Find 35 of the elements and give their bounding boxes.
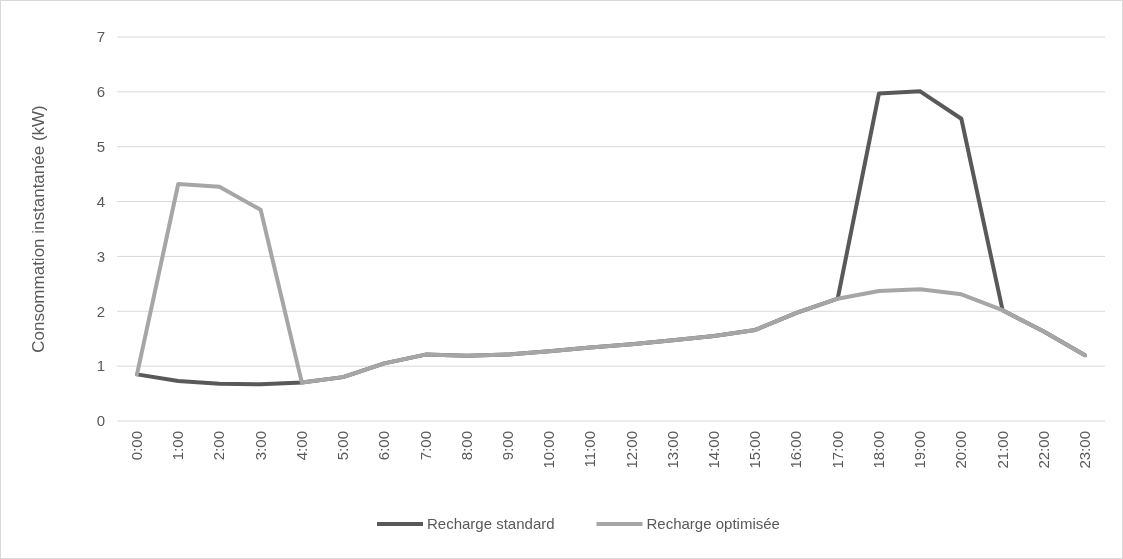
legend-label: Recharge standard: [427, 515, 555, 533]
x-tick-label: 9:00: [498, 431, 516, 461]
y-tick-label: 0: [96, 412, 105, 430]
x-tick-label: 8:00: [457, 431, 475, 461]
x-tick-label: 22:00: [1034, 431, 1052, 469]
x-tick-label: 0:00: [128, 431, 145, 461]
x-tick-label: 6:00: [375, 431, 393, 461]
y-tick-label: 1: [96, 357, 105, 375]
x-tick-label: 2:00: [210, 431, 228, 461]
y-tick-label: 3: [96, 247, 105, 265]
x-tick-label: 19:00: [911, 431, 929, 469]
x-tick-label: 10:00: [540, 431, 558, 469]
x-tick-label: 16:00: [787, 431, 805, 469]
x-tick-label: 15:00: [746, 431, 764, 469]
legend-label: Recharge optimisée: [646, 515, 780, 533]
x-tick-label: 21:00: [993, 431, 1011, 469]
x-tick-label: 18:00: [869, 431, 887, 469]
y-tick-label: 2: [96, 302, 105, 320]
y-axis-title: Consommation instantanée (kW): [29, 105, 48, 353]
x-tick-label: 20:00: [952, 431, 970, 469]
x-tick-label: 23:00: [1076, 431, 1093, 469]
x-tick-label: 1:00: [169, 431, 187, 461]
x-tick-label: 12:00: [622, 431, 640, 469]
x-tick-label: 17:00: [828, 431, 846, 469]
x-tick-label: 7:00: [416, 431, 434, 461]
x-tick-label: 13:00: [663, 431, 681, 469]
x-tick-label: 14:00: [705, 431, 723, 469]
x-tick-label: 3:00: [251, 431, 269, 461]
y-tick-label: 5: [96, 137, 105, 155]
y-tick-label: 7: [96, 28, 105, 46]
y-tick-label: 6: [96, 83, 105, 101]
x-tick-label: 5:00: [334, 431, 352, 461]
y-tick-label: 4: [96, 192, 105, 210]
x-tick-label: 11:00: [581, 431, 599, 468]
x-tick-label: 4:00: [292, 431, 310, 461]
